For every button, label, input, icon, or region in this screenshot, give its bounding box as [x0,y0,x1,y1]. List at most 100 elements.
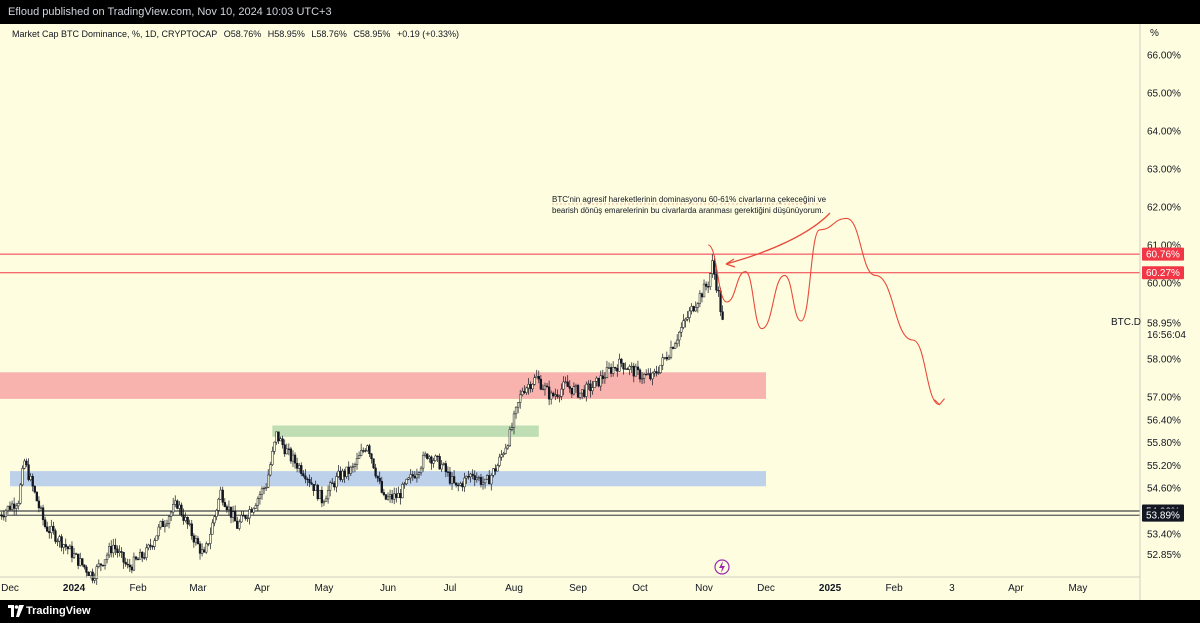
candle [405,478,408,486]
candle-body [39,507,43,509]
legend-change: +0.19 (+0.33%) [396,29,459,39]
candle [647,368,650,376]
candle-body [316,484,319,500]
candle [424,451,427,458]
candle-body [424,453,427,456]
candle-body [41,507,45,521]
candle-body [83,564,86,568]
candle-body [680,327,683,333]
candle [663,356,666,360]
candle [523,385,526,395]
candle [312,483,315,496]
level-tag-bg [1142,247,1184,261]
candle-body [622,362,625,370]
candle-body [351,466,355,468]
time-tick-label: Sep [569,583,587,594]
candle-body [0,514,1,516]
candle [320,486,324,508]
candle [440,460,443,472]
candle [475,472,478,483]
candle-body [331,482,334,484]
candle-body [225,506,229,511]
candle-body [25,460,28,465]
candle [172,497,175,515]
candle-body [167,516,171,524]
candle [258,491,262,505]
candle [246,516,249,522]
candle-body [566,381,569,387]
candle-body [638,369,642,380]
candle-body [533,377,536,385]
candle-body [442,463,445,465]
candle-body [58,536,61,542]
candle [390,489,394,504]
candle-body [362,450,365,452]
candle-body [289,448,293,462]
candle [686,311,689,322]
candle [494,464,497,475]
candle [335,472,338,493]
candle [463,472,466,492]
candle-body [182,514,185,521]
candle-body [589,383,592,392]
candle [415,468,419,483]
candle [295,457,299,473]
candle-body [700,293,704,298]
chart-svg[interactable]: BTC'nin agresif hareketlerinin dominasyo… [0,24,1200,600]
candle-body [300,465,303,474]
candle [533,374,536,386]
candle [531,383,534,393]
candle-body [578,392,582,398]
candle [510,422,514,432]
candle [103,559,107,570]
candle-body [479,476,483,485]
candle-body [504,447,507,454]
candle [717,286,720,297]
candle [444,460,447,478]
candle [306,477,309,486]
candle-body [355,458,359,465]
candle [188,519,191,527]
candle-body [376,475,379,479]
candle [432,457,435,468]
candle-body [279,438,282,442]
candle [343,468,346,483]
candle-body [112,544,115,554]
candle-body [8,505,12,510]
candle [186,516,189,529]
candle [70,541,74,563]
candle [514,406,518,419]
candle-body [473,475,476,481]
candle [145,543,148,561]
candle [0,510,1,516]
legend-low: L58.76% [311,29,347,39]
candle [50,519,53,539]
candle [353,462,357,473]
candle [578,392,582,400]
candle [250,507,253,513]
candle-body [97,563,100,567]
candle [364,448,367,453]
candle [314,480,317,492]
candle [713,255,716,280]
candle-body [221,489,224,503]
candle [545,383,549,388]
candle-body [277,431,280,442]
candle-body [287,448,291,450]
candle [240,511,243,523]
chart-panel[interactable]: BTC'nin agresif hareketlerinin dominasyo… [0,24,1200,600]
candle [322,499,326,507]
candle [574,383,578,393]
candle [417,471,421,479]
candle [215,508,218,521]
candle-body [690,306,693,312]
candle [225,504,229,513]
candle-body [283,444,286,455]
candle-body [556,394,559,397]
candle [17,500,20,510]
candle-body [405,479,408,485]
candle [715,269,718,293]
candle-body [409,474,412,479]
candle [556,389,559,399]
time-tick-label: Nov [695,583,713,594]
